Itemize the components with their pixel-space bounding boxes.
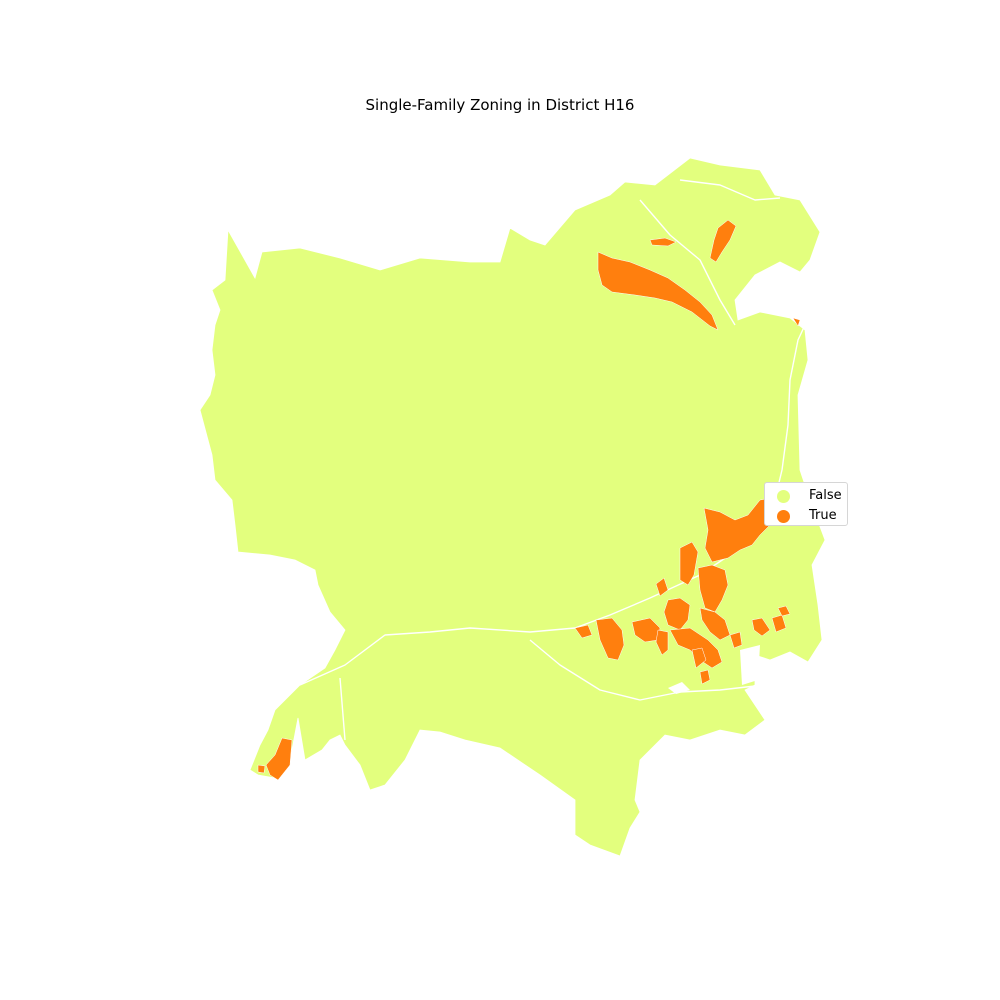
zone-central-3 [669, 627, 723, 669]
zone-south-small [699, 669, 711, 685]
legend-swatch-true [777, 510, 790, 523]
river-gap [740, 645, 760, 685]
legend-label-false: False [809, 488, 842, 503]
zones-true [257, 219, 801, 781]
zone-central-7 [655, 629, 669, 656]
district-area-false [199, 157, 826, 857]
zone-central-5 [595, 617, 625, 661]
water-gaps [668, 645, 760, 694]
legend-label-true: True [809, 508, 837, 523]
zone-central-6 [574, 624, 593, 639]
zone-central-2 [699, 607, 731, 641]
road-west [339, 677, 346, 741]
zone-central-1 [663, 597, 691, 631]
zone-north-cluster [597, 251, 719, 331]
zone-east-small-4 [729, 631, 743, 649]
zone-north-strip [649, 237, 677, 247]
legend-item-true: True [765, 505, 847, 525]
pond-1 [668, 682, 690, 694]
legend-swatch-false [777, 490, 790, 503]
zone-east-small-2 [771, 614, 787, 633]
road-lines [299, 179, 806, 741]
road-north2 [679, 179, 781, 201]
map-title: Single-Family Zoning in District H16 [365, 96, 635, 114]
zone-east-3 [697, 564, 729, 613]
zone-central-9 [655, 577, 669, 597]
zone-north-east [709, 219, 737, 263]
road-highway [299, 324, 806, 686]
zone-east-1 [703, 497, 779, 563]
road-north [639, 199, 736, 326]
road-south [529, 639, 756, 701]
legend-item-false: False [765, 485, 847, 505]
zone-central-8 [691, 647, 707, 669]
map-legend: False True [764, 482, 848, 526]
zone-east-small-1 [751, 617, 771, 637]
zone-east-small-3 [777, 605, 791, 617]
zone-east-2 [679, 541, 699, 586]
zone-southwest [265, 737, 293, 781]
zone-northeast-tip [792, 317, 801, 327]
zone-southwest-small [257, 764, 266, 774]
